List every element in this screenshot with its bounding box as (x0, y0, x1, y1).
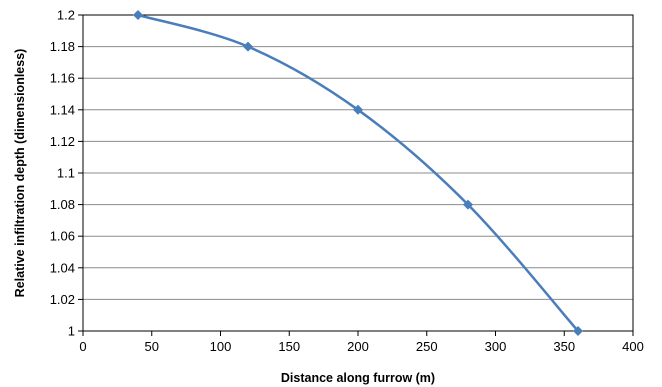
x-tick-label: 100 (210, 339, 232, 354)
x-axis-title: Distance along furrow (m) (281, 371, 435, 385)
y-tick-label: 1.06 (50, 229, 75, 244)
y-tick-label: 1.12 (50, 134, 75, 149)
x-tick-label: 400 (622, 339, 644, 354)
y-tick-label: 1.08 (50, 197, 75, 212)
y-tick-label: 1.02 (50, 292, 75, 307)
x-tick-label: 250 (416, 339, 438, 354)
y-tick-label: 1 (68, 324, 75, 339)
x-tick-label: 300 (485, 339, 507, 354)
data-point (243, 41, 253, 52)
y-tick-label: 1.14 (50, 102, 75, 117)
data-point (463, 199, 473, 210)
y-tick-label: 1.04 (50, 260, 75, 275)
y-tick-label: 1.1 (57, 166, 75, 181)
data-point (353, 104, 363, 115)
x-tick-label: 150 (278, 339, 300, 354)
x-tick-label: 0 (79, 339, 86, 354)
series-line-0 (137, 13, 579, 332)
y-tick-label: 1.18 (50, 39, 75, 54)
y-axis-title: Relative infiltration depth (dimensionle… (13, 49, 27, 298)
y-axis-ticks: 1 1.02 1.04 1.06 1.08 1.1 1.12 1.14 1.16 1.18 1.2 (50, 8, 83, 339)
y-tick-label: 1.2 (57, 8, 75, 23)
x-axis-ticks: 0 50 100 150 200 250 300 350 400 (79, 331, 644, 354)
y-tick-label: 1.16 (50, 71, 75, 86)
x-tick-label: 50 (145, 339, 159, 354)
data-point (573, 326, 583, 336)
data-point (133, 10, 143, 20)
x-tick-label: 350 (553, 339, 575, 354)
plot-area-frame (82, 14, 634, 332)
series-layer (133, 10, 583, 336)
gridlines (83, 14, 633, 332)
x-tick-label: 200 (347, 339, 369, 354)
